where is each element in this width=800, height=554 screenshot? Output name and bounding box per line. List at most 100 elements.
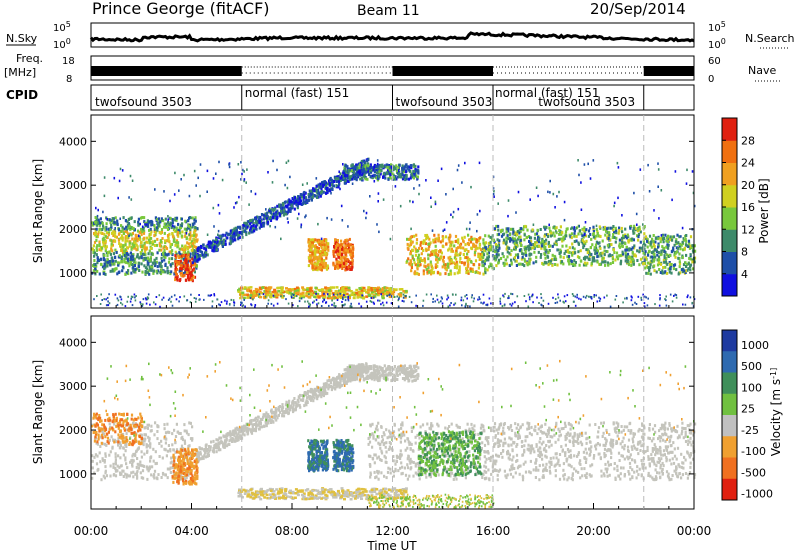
data-cell	[464, 295, 466, 298]
data-cell	[249, 228, 252, 232]
data-cell	[313, 300, 315, 303]
data-cell	[285, 212, 288, 216]
data-cell	[301, 202, 305, 206]
data-cell	[536, 296, 538, 299]
data-cell	[663, 254, 666, 258]
data-cell	[585, 248, 588, 252]
data-cell	[644, 235, 648, 239]
data-cell	[394, 175, 397, 179]
data-cell	[547, 250, 550, 254]
data-cell	[616, 257, 620, 261]
data-cell	[655, 248, 658, 252]
data-cell	[459, 251, 462, 255]
data-cell	[376, 176, 379, 180]
data-cell	[116, 219, 119, 223]
data-cell	[318, 243, 321, 246]
data-cell	[505, 247, 508, 251]
data-cell	[607, 237, 610, 240]
data-cell	[606, 243, 609, 247]
data-cell	[121, 248, 124, 252]
data-cell	[272, 294, 275, 297]
data-cell	[178, 279, 181, 283]
data-cell	[670, 250, 673, 254]
data-cell	[273, 295, 277, 298]
data-cell	[462, 253, 465, 256]
data-cell	[643, 247, 646, 251]
data-cell	[564, 300, 567, 303]
data-cell	[484, 269, 487, 273]
data-cell	[125, 228, 128, 232]
data-cell	[178, 251, 181, 255]
data-cell	[411, 172, 414, 176]
data-cell	[454, 253, 457, 257]
data-cell	[149, 303, 151, 306]
data-cell	[119, 236, 122, 240]
data-cell	[108, 260, 111, 263]
data-cell	[456, 263, 459, 267]
data-cell	[148, 265, 151, 269]
data-cell	[307, 256, 310, 260]
data-cell	[106, 218, 108, 221]
data-cell	[315, 184, 318, 188]
data-cell	[188, 237, 191, 241]
data-cell	[627, 263, 631, 267]
data-cell	[128, 257, 132, 261]
data-cell	[252, 224, 255, 228]
data-cell	[340, 204, 343, 208]
data-cell	[681, 240, 684, 244]
data-cell	[187, 256, 190, 260]
data-cell	[631, 296, 633, 299]
data-cell	[595, 240, 598, 244]
data-cell	[221, 245, 224, 248]
data-cell	[458, 260, 461, 264]
data-cell	[177, 241, 180, 245]
data-cell	[154, 188, 156, 191]
data-cell	[303, 196, 306, 200]
data-cell	[316, 260, 320, 264]
data-cell	[671, 300, 674, 303]
data-cell	[334, 290, 338, 293]
data-cell	[573, 226, 576, 229]
data-cell	[515, 211, 517, 214]
data-cell	[349, 247, 352, 251]
data-cell	[555, 239, 558, 243]
data-cell	[280, 209, 283, 213]
colorbar-tick-label: 8	[741, 246, 748, 259]
data-cell	[559, 225, 562, 229]
data-cell	[399, 173, 403, 177]
data-cell	[111, 217, 114, 221]
data-cell	[582, 263, 586, 267]
data-cell	[192, 263, 195, 267]
data-cell	[507, 237, 510, 241]
noise-trace	[89, 31, 695, 43]
data-cell	[496, 233, 499, 237]
data-cell	[603, 249, 606, 253]
data-cell	[617, 166, 620, 169]
data-cell	[242, 304, 244, 307]
data-cell	[583, 226, 586, 230]
data-cell	[418, 192, 420, 196]
data-cell	[317, 249, 320, 253]
data-cell	[186, 263, 189, 267]
data-cell	[606, 236, 609, 240]
data-cell	[441, 265, 444, 269]
data-cell	[670, 271, 673, 275]
data-cell	[465, 304, 467, 306]
data-cell	[620, 259, 623, 263]
data-cell	[594, 236, 597, 240]
data-cell	[594, 243, 598, 247]
data-cell	[299, 202, 302, 206]
data-cell	[95, 235, 98, 239]
data-cell	[615, 236, 618, 240]
data-cell	[635, 212, 638, 216]
data-cell	[535, 232, 539, 236]
data-cell	[344, 167, 347, 171]
data-cell	[513, 256, 516, 259]
data-cell	[100, 248, 103, 252]
data-cell	[672, 235, 676, 239]
data-cell	[298, 196, 301, 200]
data-cell	[173, 229, 176, 233]
data-cell	[110, 223, 113, 227]
data-cell	[351, 163, 354, 167]
